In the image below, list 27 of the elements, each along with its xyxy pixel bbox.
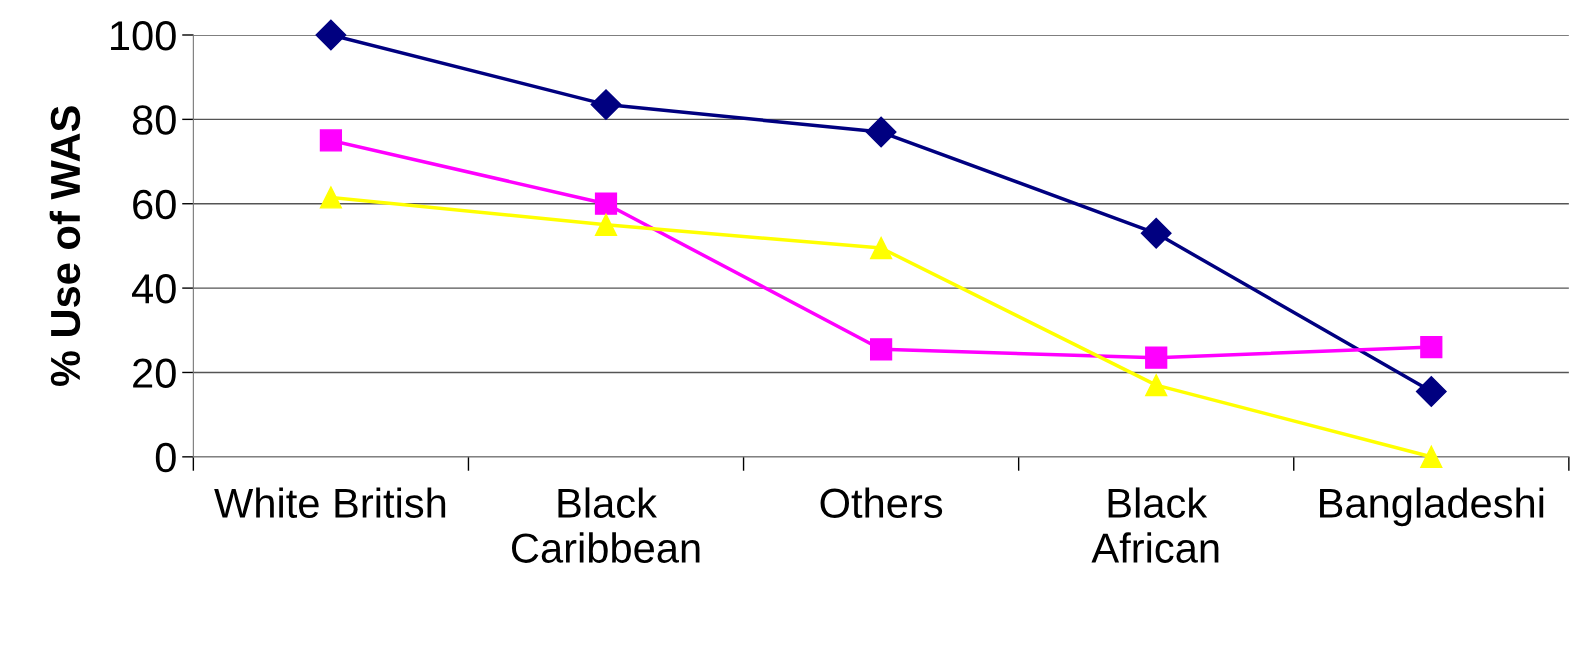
point xyxy=(1140,217,1172,249)
point xyxy=(319,129,343,152)
point xyxy=(594,192,618,215)
point xyxy=(594,213,618,236)
y-tick-label: 40 xyxy=(132,274,176,304)
y-tick-label: 20 xyxy=(133,358,176,388)
point xyxy=(869,236,893,260)
point xyxy=(590,89,622,121)
point xyxy=(865,116,897,148)
y-tick-label: 100 xyxy=(111,20,176,51)
point xyxy=(1145,374,1168,397)
point xyxy=(319,186,343,209)
point xyxy=(1415,376,1447,407)
point xyxy=(869,338,893,361)
point xyxy=(315,19,347,51)
x-tick-label: Black Caribbean xyxy=(512,487,700,563)
x-tick-label: White British xyxy=(214,487,446,518)
y-tick-label: 0 xyxy=(155,442,176,473)
x-tick-label: Black African xyxy=(1091,487,1219,563)
x-tick-label: Bangladeshi xyxy=(1320,487,1544,527)
y-tick-label: 60 xyxy=(133,189,176,220)
y-tick-label: 80 xyxy=(132,105,176,135)
y-axis-title: % Use of WAS xyxy=(49,106,81,387)
x-tick-label: Others xyxy=(820,487,943,518)
point xyxy=(1145,346,1168,369)
point xyxy=(1420,336,1443,359)
point xyxy=(1420,445,1443,468)
